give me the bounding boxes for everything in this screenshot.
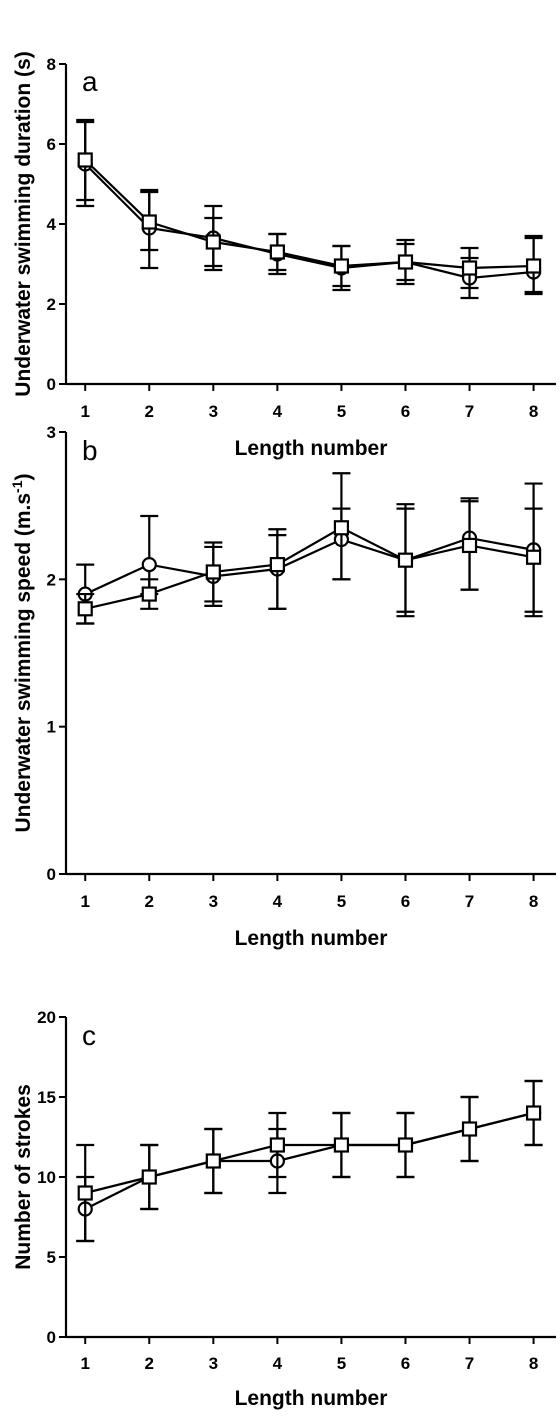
x-tick-label: 2 <box>145 892 154 911</box>
data-point-square <box>205 1153 221 1169</box>
x-tick-label: 6 <box>401 892 410 911</box>
data-point-square <box>77 1185 93 1201</box>
data-point-square <box>77 601 93 617</box>
data-point-square <box>269 1137 285 1153</box>
series-line <box>84 159 534 270</box>
x-axis-label: Length number <box>235 437 388 460</box>
y-tick-label: 10 <box>37 1168 56 1187</box>
y-tick-label: 4 <box>47 215 57 234</box>
x-tick-label: 4 <box>273 1354 283 1373</box>
data-point-square <box>333 520 350 536</box>
series-square <box>76 500 543 625</box>
x-tick-label: 8 <box>529 892 538 911</box>
panel-letter: a <box>82 66 98 97</box>
data-point-square <box>461 1121 478 1137</box>
y-tick-label: 0 <box>47 865 56 884</box>
x-tick-label: 1 <box>80 892 89 911</box>
data-point-square <box>397 1137 414 1153</box>
data-point-square <box>333 258 350 274</box>
data-point-square <box>397 254 414 270</box>
data-point-square <box>77 152 93 168</box>
y-tick-label: 20 <box>37 1008 56 1027</box>
data-point-square <box>525 1105 542 1121</box>
series-line <box>84 163 534 280</box>
y-tick-label: 6 <box>47 135 56 154</box>
y-tick-label: 2 <box>47 295 56 314</box>
y-tick-label: 1 <box>47 718 56 737</box>
y-axis-label: Number of strokes <box>12 1084 35 1270</box>
panel-letter: c <box>82 1020 96 1051</box>
data-point-square <box>141 214 157 230</box>
x-tick-label: 7 <box>465 892 474 911</box>
x-tick-label: 1 <box>80 1354 89 1373</box>
y-axis-label: Underwater swimming duration (s) <box>12 51 35 396</box>
y-tick-label: 2 <box>47 570 56 589</box>
x-tick-label: 5 <box>337 1354 346 1373</box>
data-point-circle <box>141 556 157 573</box>
y-tick-label: 0 <box>47 375 56 394</box>
y-axis-label: Underwater swimming speed (m.s-1) <box>9 473 35 832</box>
y-tick-label: 0 <box>47 1328 56 1347</box>
data-point-square <box>333 1137 350 1153</box>
data-point-square <box>525 258 542 274</box>
series-square <box>76 1079 543 1243</box>
x-tick-label: 5 <box>337 892 346 911</box>
y-tick-label: 5 <box>47 1248 56 1267</box>
x-tick-label: 3 <box>209 402 218 421</box>
x-tick-label: 6 <box>401 402 410 421</box>
x-tick-label: 3 <box>209 892 218 911</box>
data-point-square <box>205 234 221 250</box>
data-point-square <box>461 260 478 276</box>
x-axis-label: Length number <box>235 1387 388 1410</box>
chart-panel-a: 0 2 4 6 8 1 2 3 4 5 6 7 8 Length number Underwater swi… <box>12 51 556 460</box>
chart-panel-c: 0 5 10 15 20 1 2 3 4 5 6 7 8 Length number Number of s… <box>12 1008 556 1410</box>
data-point-square <box>141 1169 157 1185</box>
x-axis-label: Length number <box>235 927 388 950</box>
panel-letter: b <box>82 435 98 466</box>
data-point-square <box>461 537 478 554</box>
x-tick-label: 1 <box>80 402 89 421</box>
y-tick-label: 8 <box>47 55 56 74</box>
x-tick-label: 4 <box>273 892 283 911</box>
x-tick-label: 3 <box>209 1354 218 1373</box>
series-line <box>84 526 534 610</box>
y-tick-label: 15 <box>37 1088 56 1107</box>
error-bar <box>332 507 351 581</box>
x-tick-label: 7 <box>465 1354 474 1373</box>
x-tick-label: 4 <box>273 402 283 421</box>
data-point-square <box>141 586 157 602</box>
x-tick-label: 7 <box>465 402 474 421</box>
data-point-square <box>525 549 542 565</box>
data-point-square <box>205 564 221 580</box>
y-tick-label: 3 <box>47 423 56 442</box>
series-line <box>84 536 534 596</box>
x-tick-label: 2 <box>145 1354 154 1373</box>
chart-panel-b: 0 1 2 3 1 2 3 4 5 6 7 8 Length number Underwater swim… <box>9 423 556 950</box>
x-tick-label: 8 <box>529 1354 538 1373</box>
x-tick-label: 5 <box>337 402 346 421</box>
x-tick-label: 8 <box>529 402 538 421</box>
data-point-square <box>269 244 285 260</box>
data-point-square <box>269 556 285 573</box>
x-tick-label: 6 <box>401 1354 410 1373</box>
series-square <box>76 118 543 296</box>
series-line <box>84 1111 534 1195</box>
data-point-square <box>397 552 414 568</box>
x-tick-label: 2 <box>145 402 154 421</box>
